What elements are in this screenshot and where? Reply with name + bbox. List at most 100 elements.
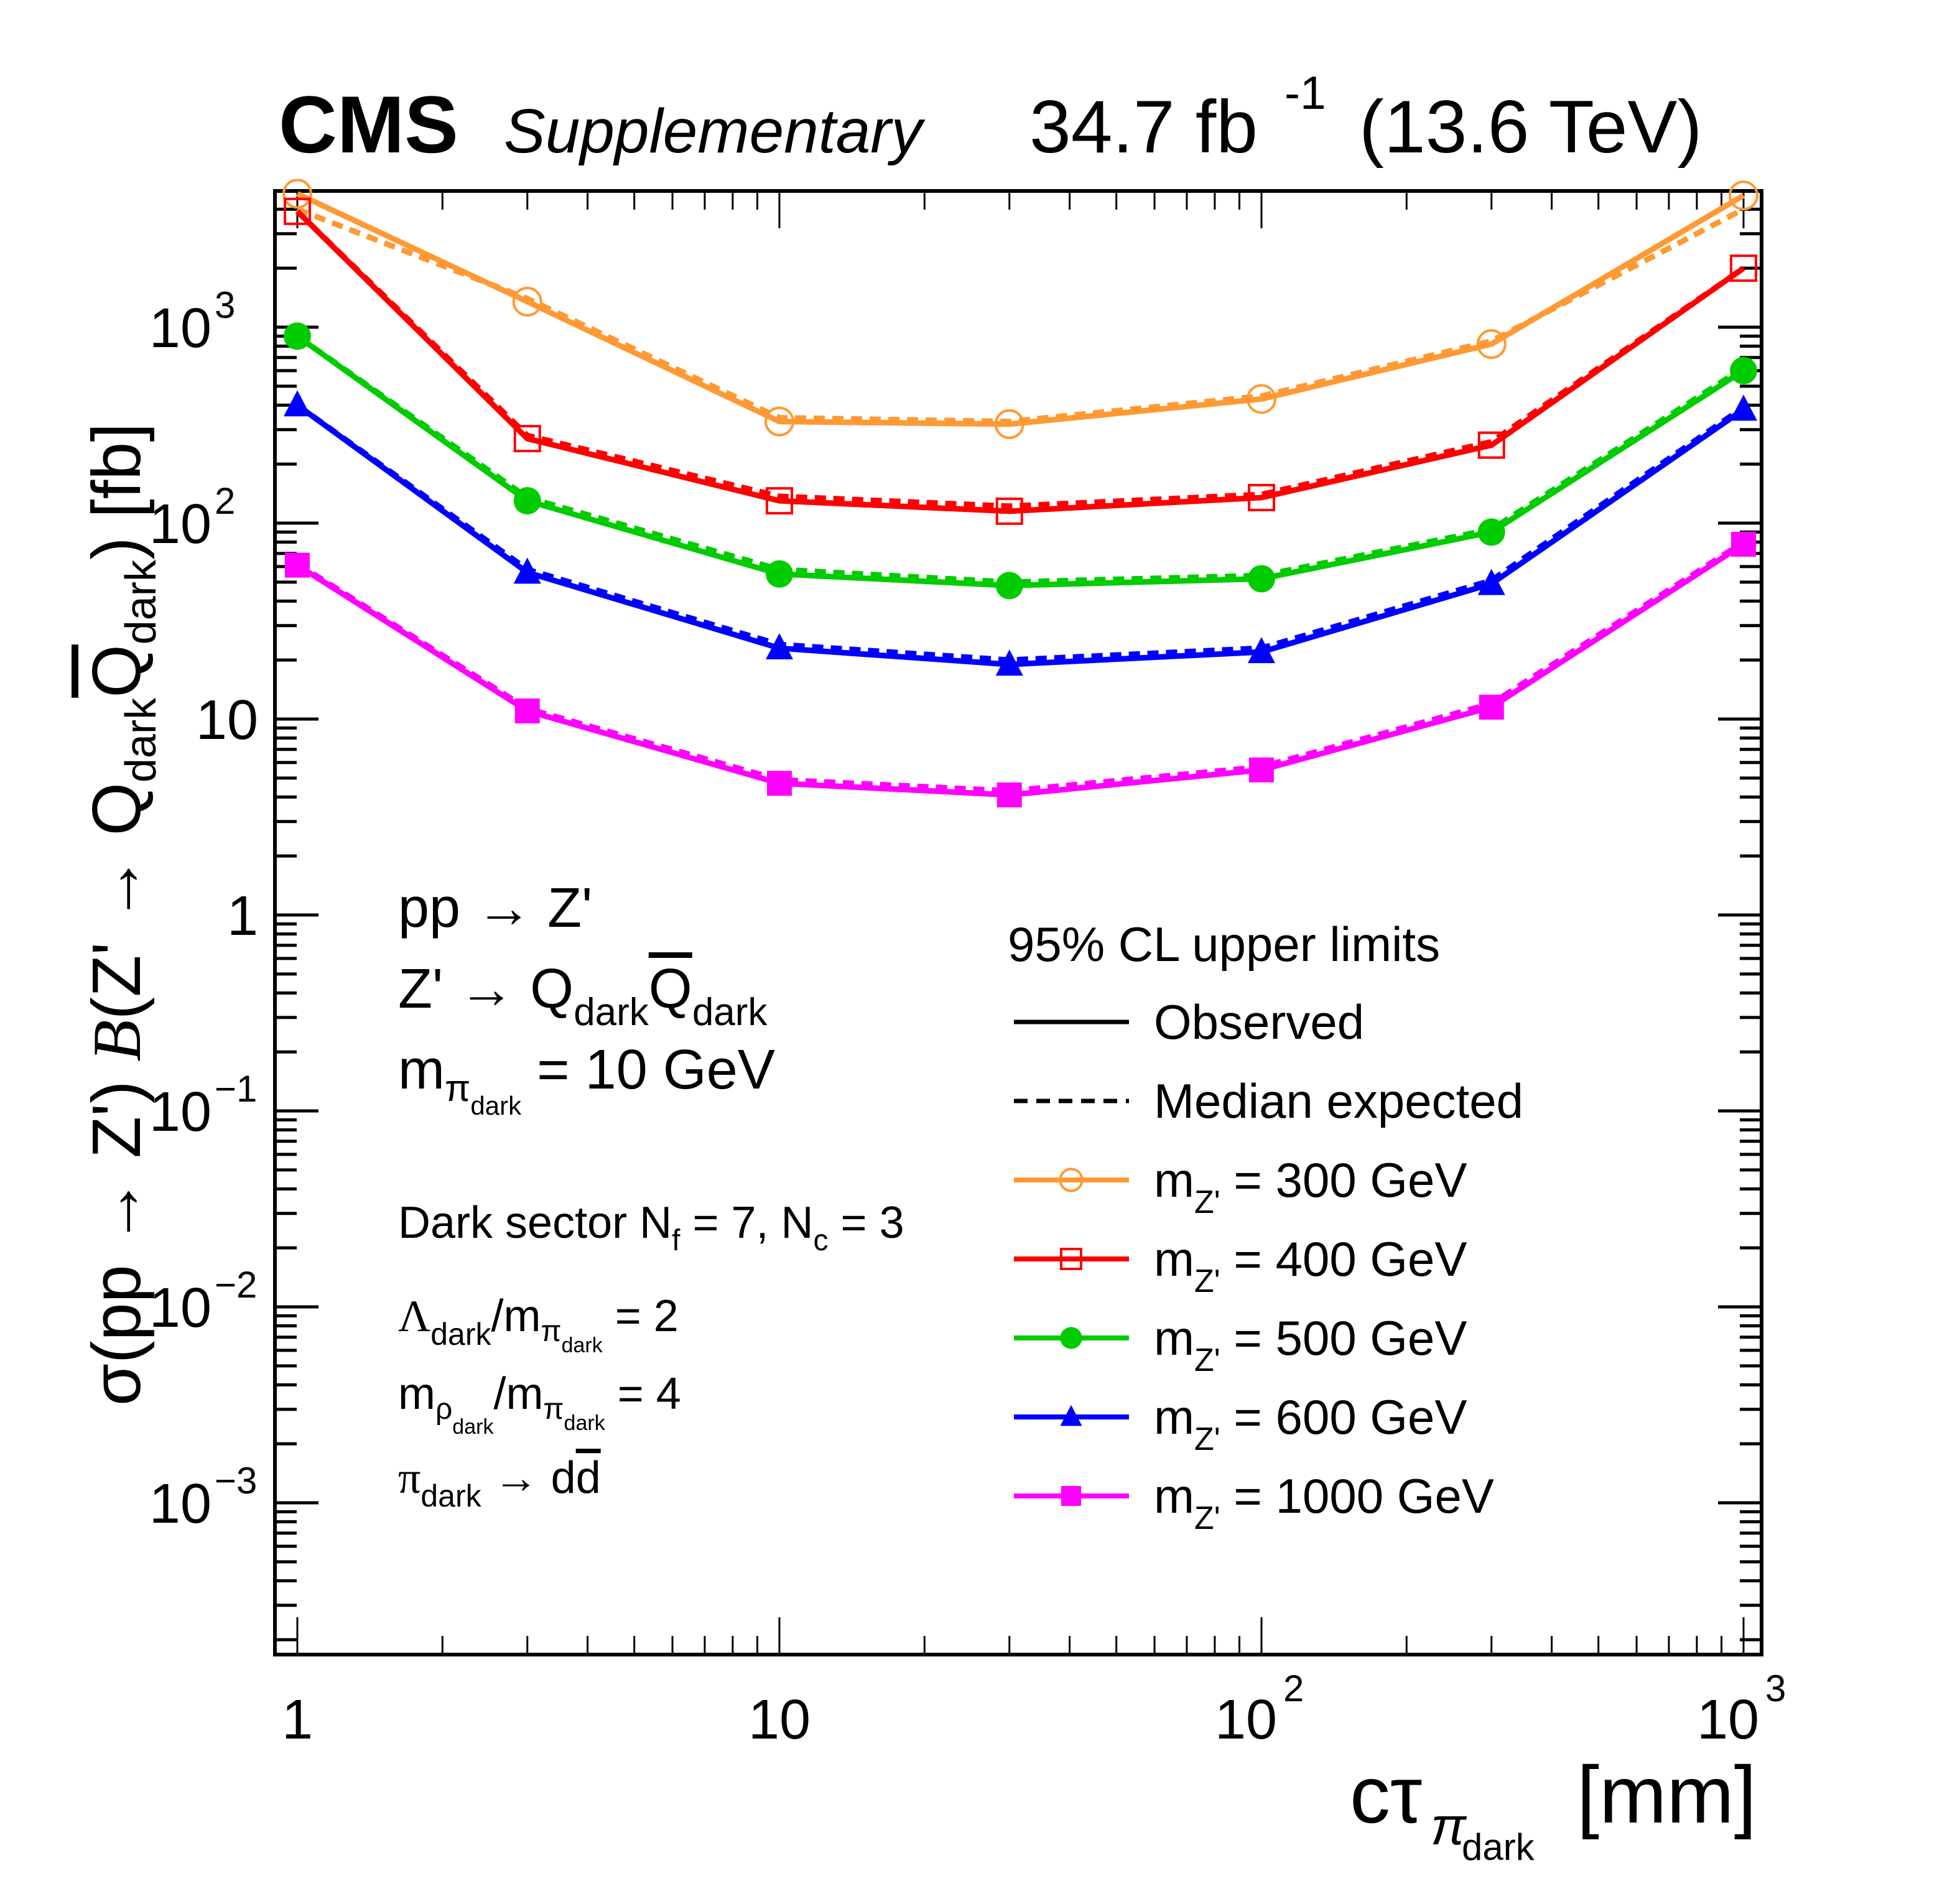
y-tick-label: 10 [149, 297, 211, 360]
y-tick-label: 10 [149, 1473, 211, 1535]
model-annotations: pp → Z' Z' → QdarkQdark mπdark= 10 GeV D… [398, 877, 904, 1513]
marker-filled-triangle [284, 390, 311, 417]
marker-open-square [1730, 254, 1757, 282]
series-3 [284, 390, 1757, 676]
svg-text:π: π [1431, 1797, 1467, 1856]
series-1 [284, 197, 1757, 525]
legend-entry: mZ' = 500 GeV [1014, 1311, 1467, 1378]
marker-filled-circle [284, 322, 311, 350]
marker-open-square [1477, 431, 1505, 459]
marker-filled-circle [1248, 565, 1275, 593]
x-tick-label: 10 [1697, 1689, 1759, 1751]
legend-series: mZ' = 300 GeV mZ' = 400 GeV mZ' = 500 GeV m… [1014, 1153, 1494, 1536]
y-axis-title: σ(pp → Z') B(Z' → QdarkQdark) [fb] [78, 423, 165, 1406]
marker-filled-square [1731, 531, 1756, 557]
x-tick-label-exponent: 2 [1283, 1668, 1304, 1709]
y-title-sigma: σ(pp → Z') [78, 1062, 155, 1406]
legend-label: mZ' = 400 GeV [1154, 1232, 1467, 1299]
process-line-1: pp → Z' [398, 877, 592, 939]
svg-text:[mm]: [mm] [1577, 1749, 1757, 1840]
svg-text:cτ: cτ [1350, 1749, 1422, 1840]
y-tick-label-exponent: −2 [215, 1264, 257, 1306]
legend-entry: mZ' = 1000 GeV [1014, 1469, 1494, 1536]
y-tick-label-exponent: 3 [215, 284, 235, 326]
series-4 [285, 531, 1756, 807]
legend-label: mZ' = 600 GeV [1154, 1390, 1467, 1457]
lambda-ratio-line: Λdark/mπdark = 2 [398, 1291, 679, 1357]
marker-open-square [1248, 483, 1275, 511]
marker-open-circle [1059, 1168, 1084, 1192]
legend: 95% CL upper limits Observed Median expe… [1008, 917, 1523, 1536]
marker-filled-square [996, 782, 1022, 807]
observed-line [295, 209, 1745, 514]
marker-filled-triangle [1730, 394, 1757, 421]
marker-filled-circle [1730, 356, 1757, 384]
cms-label: CMS [279, 79, 458, 170]
decay-line: πdark → dd [398, 1453, 601, 1513]
marker-filled-triangle [1060, 1405, 1082, 1426]
luminosity-label: 34.7 fb [1029, 85, 1258, 169]
marker-filled-square [767, 771, 792, 796]
marker-open-square [1060, 1248, 1082, 1270]
marker-open-square [995, 497, 1023, 525]
legend-label: mZ' = 1000 GeV [1154, 1469, 1494, 1536]
marker-open-circle [512, 286, 542, 317]
marker-filled-triangle [513, 557, 541, 584]
energy-label: (13.6 TeV) [1359, 85, 1702, 169]
y-tick-label-exponent: −3 [215, 1460, 257, 1502]
marker-open-square [766, 487, 793, 515]
series-2 [284, 322, 1757, 600]
marker-open-circle [764, 406, 794, 437]
luminosity-exponent: -1 [1284, 67, 1326, 119]
marker-filled-circle [995, 572, 1023, 600]
marker-filled-circle [1060, 1327, 1082, 1349]
x-tick-label: 1 [282, 1689, 313, 1751]
x-tick-label: 10 [1215, 1689, 1277, 1751]
legend-expected-label: Median expected [1154, 1074, 1523, 1128]
marker-filled-square [1249, 757, 1274, 782]
process-line-2: Z' → QdarkQdark [398, 958, 768, 1034]
marker-open-circle [994, 409, 1024, 439]
chart-header: CMS Supplementary 34.7 fb -1 (13.6 TeV) [279, 67, 1702, 170]
marker-filled-square [514, 698, 540, 723]
marker-open-square [513, 425, 541, 453]
y-tick-label: 1 [227, 885, 258, 947]
legend-entry: mZ' = 600 GeV [1014, 1390, 1467, 1457]
series-0 [282, 179, 1758, 439]
marker-filled-triangle [1477, 569, 1505, 595]
y-tick-label: 10 [196, 689, 258, 751]
marker-filled-square [1061, 1486, 1081, 1506]
marker-filled-circle [1477, 518, 1505, 546]
observed-line [296, 191, 1745, 427]
y-tick-label: 10 [149, 493, 211, 555]
x-tick-label: 10 [748, 1689, 810, 1751]
x-axis-title: cτ π dark [mm] [1350, 1749, 1757, 1868]
y-tick-label-exponent: −1 [215, 1068, 257, 1110]
svg-text:σ(pp → Z') B(Z' → QdarkQdark): σ(pp → Z') B(Z' → QdarkQdark) [fb] [78, 423, 165, 1406]
marker-filled-triangle [995, 649, 1023, 676]
marker-filled-circle [766, 560, 793, 588]
svg-text:dark: dark [1462, 1826, 1535, 1868]
marker-filled-triangle [766, 633, 793, 660]
legend-entry: mZ' = 400 GeV [1014, 1232, 1467, 1299]
marker-open-circle [1247, 384, 1276, 414]
marker-open-circle [1729, 180, 1758, 211]
marker-filled-square [1479, 694, 1504, 720]
marker-filled-square [285, 552, 310, 578]
series-layer [282, 179, 1758, 807]
marker-filled-circle [513, 487, 541, 515]
expected-line [296, 207, 1745, 425]
y-tick-label: 10 [149, 1277, 211, 1339]
legend-observed-label: Observed [1154, 995, 1364, 1049]
marker-filled-triangle [1248, 637, 1275, 664]
legend-label: mZ' = 300 GeV [1154, 1153, 1467, 1220]
marker-open-circle [1476, 329, 1507, 360]
legend-entry: mZ' = 300 GeV [1014, 1153, 1467, 1220]
marker-open-square [284, 197, 311, 225]
x-tick-label-exponent: 3 [1765, 1668, 1786, 1709]
legend-title: 95% CL upper limits [1008, 917, 1440, 972]
legend-label: mZ' = 500 GeV [1154, 1311, 1467, 1378]
expected-line [295, 209, 1745, 509]
